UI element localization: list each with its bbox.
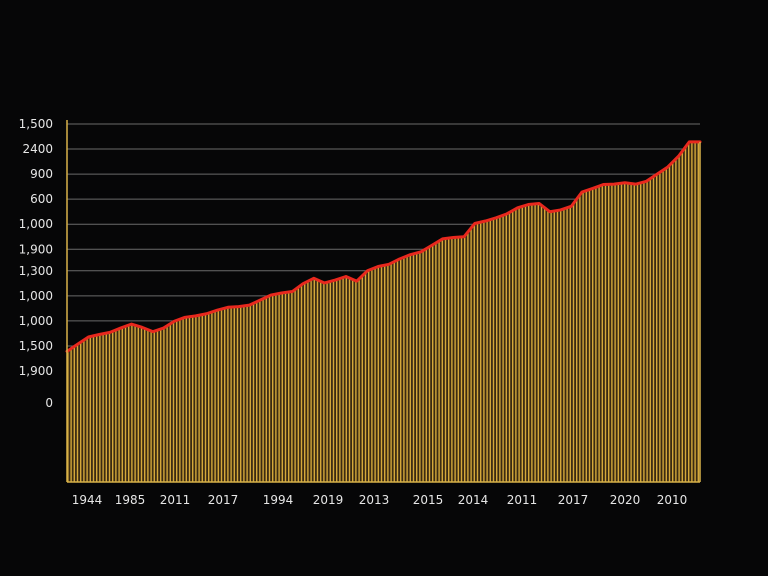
x-tick-label: 2011 [160, 493, 191, 507]
data-point [580, 190, 584, 194]
data-point [97, 333, 101, 336]
x-tick-label: 1985 [115, 493, 146, 507]
x-tick-label: 2010 [657, 493, 688, 507]
y-tick-label: 900 [30, 167, 53, 181]
data-point [409, 253, 412, 256]
data-point [355, 279, 358, 283]
data-point [462, 235, 466, 238]
data-point [301, 282, 305, 285]
data-point [334, 278, 337, 282]
y-tick-label: 1,300 [19, 264, 53, 278]
data-point [452, 236, 455, 239]
data-point [140, 326, 144, 329]
data-point [473, 222, 476, 225]
data-point [398, 257, 401, 261]
data-point [602, 183, 605, 186]
x-tick-label: 2017 [208, 493, 239, 507]
data-point [237, 305, 240, 308]
y-tick-label: 1,000 [19, 289, 53, 303]
data-point [666, 165, 670, 169]
data-point [677, 155, 680, 158]
data-point [323, 281, 326, 285]
data-point [441, 237, 444, 241]
data-point [548, 210, 551, 213]
data-point [194, 314, 197, 318]
y-axis-ticks: 1,500 2400 900 600 1,000 1,900 1,300 1,000 1,000… [19, 117, 53, 410]
data-point [183, 316, 187, 319]
x-axis-ticks: 1944 1985 2011 2017 1994 2019 2013 2015 2014 2011… [72, 493, 688, 507]
data-point [205, 312, 208, 315]
data-point [76, 342, 79, 346]
data-point [559, 208, 562, 212]
data-point [376, 265, 380, 268]
data-point [591, 187, 594, 190]
y-tick-label: 2400 [22, 142, 53, 156]
data-point [108, 331, 112, 334]
data-point [151, 330, 155, 333]
data-point [688, 140, 691, 144]
data-point [226, 306, 230, 309]
x-tick-label: 2019 [313, 493, 344, 507]
data-point [344, 275, 348, 278]
data-point [87, 335, 90, 339]
x-tick-label: 2017 [558, 493, 589, 507]
data-point [248, 303, 251, 307]
x-tick-label: 1944 [72, 493, 103, 507]
x-tick-label: 2013 [359, 493, 390, 507]
data-point [387, 263, 391, 266]
data-point [312, 277, 315, 280]
data-point [280, 291, 283, 295]
x-tick-label: 1994 [263, 493, 294, 507]
data-point [258, 298, 262, 302]
data-point [494, 216, 498, 219]
data-point [537, 202, 541, 205]
data-point [527, 203, 530, 206]
data-point [484, 219, 487, 223]
series-line [65, 140, 702, 353]
y-tick-label: 1,900 [19, 364, 53, 378]
y-tick-label: 600 [30, 192, 53, 206]
data-point [570, 205, 573, 208]
x-tick-label: 2011 [507, 493, 538, 507]
data-point [505, 212, 509, 216]
data-point [216, 308, 219, 312]
y-tick-label: 1,500 [19, 339, 53, 353]
data-point [269, 293, 273, 297]
data-point [291, 290, 294, 293]
y-tick-label: 0 [45, 396, 53, 410]
data-point [612, 182, 616, 186]
data-point [623, 181, 627, 184]
data-point [645, 180, 648, 183]
y-tick-label: 1,000 [19, 217, 53, 231]
data-point [173, 320, 176, 323]
area-fill [67, 141, 700, 482]
data-point [130, 322, 133, 326]
data-point [430, 244, 433, 247]
data-point [162, 326, 165, 330]
data-point [516, 206, 519, 209]
data-point [119, 326, 122, 330]
y-tick-label: 1,000 [19, 314, 53, 328]
x-tick-label: 2015 [413, 493, 444, 507]
data-point [419, 250, 423, 254]
x-tick-label: 2014 [458, 493, 489, 507]
x-tick-label: 2020 [610, 493, 641, 507]
data-point [655, 172, 659, 176]
data-point [366, 269, 369, 272]
y-tick-label: 1,500 [19, 117, 53, 131]
y-tick-label: 1,900 [19, 242, 53, 256]
data-point [634, 182, 637, 186]
